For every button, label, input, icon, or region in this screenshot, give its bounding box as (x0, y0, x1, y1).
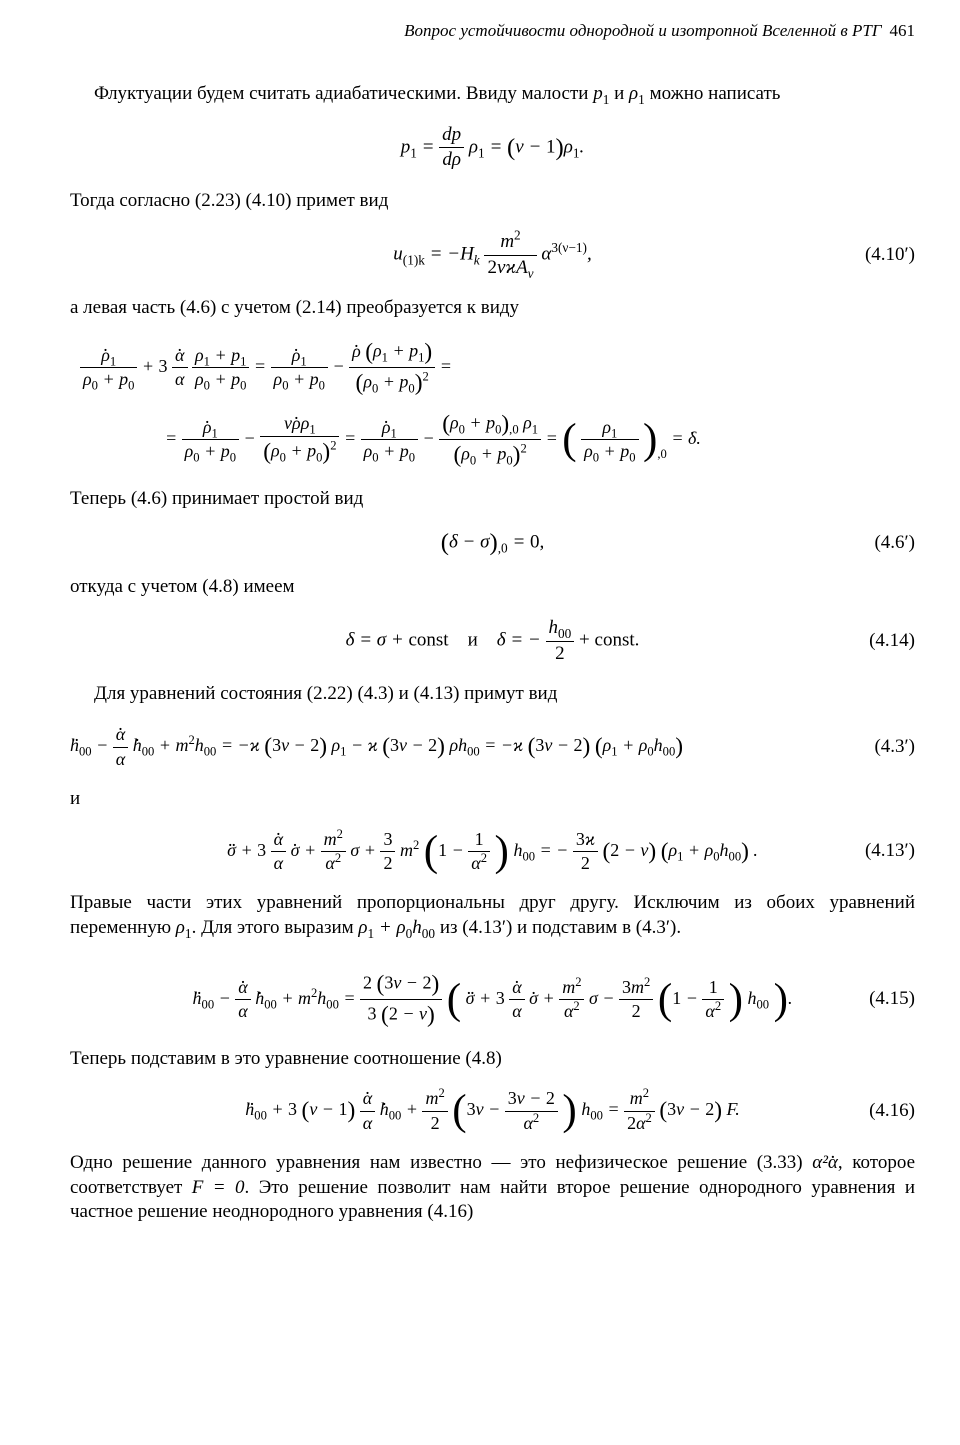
equation-derivation-block: ρ1ρ0 + p0 + 3 αα ρ1 + p1ρ0 + p0 = ρ1ρ0 +… (80, 337, 915, 399)
equation-4-15: h00 − αα h00 + m2h00 = 2 (3ν − 2)3 (2 − … (70, 969, 915, 1031)
equation-4-13-prime: σ + 3 αα σ + m2α2 σ + 32 m2 (1 − 1α2 ) h… (70, 828, 915, 876)
text: и (614, 83, 629, 104)
inline-math: ρ1 + ρ0h00 (358, 917, 435, 938)
paragraph-3: а левая часть (4.6) с учетом (2.14) прео… (70, 296, 915, 321)
header-title: Вопрос устойчивости однородной и изотроп… (404, 20, 881, 42)
text: . Для этого выразим (192, 917, 359, 938)
equation-p1-definition: p1 = dpdρ ρ1 = (ν − 1)ρ1. (70, 123, 915, 173)
paragraph-2: Тогда согласно (2.23) (4.10) примет вид (70, 189, 915, 214)
equation-4-3-prime: h00 − αα h00 + m2h00 = −ϰ (3ν − 2) ρ1 − … (70, 723, 915, 771)
equation-4-14: δ = σ + const и δ = − h002 + const. (4.1… (70, 616, 915, 666)
text: из (4.13′) и подставим в (4.3′). (435, 917, 681, 938)
equation-number: (4.6′) (874, 531, 915, 556)
paragraph-9: Теперь подставим в это уравнение соотнош… (70, 1047, 915, 1072)
paragraph-1: Флуктуации будем считать адиабатическими… (70, 82, 915, 107)
text: Флуктуации будем считать адиабатическими… (94, 83, 593, 104)
equation-4-6-prime: (δ − σ),0 = 0, (4.6′) (70, 527, 915, 559)
paragraph-4: Теперь (4.6) принимает простой вид (70, 487, 915, 512)
equation-4-10-prime: u(1)k = −Hk m22νϰAν α3(ν−1), (4.10′) (70, 230, 915, 280)
text: Одно решение данного уравнения нам извес… (70, 1152, 812, 1173)
running-header: Вопрос устойчивости однородной и изотроп… (70, 20, 915, 42)
paragraph-8: Правые части этих уравнений пропорционал… (70, 891, 915, 940)
inline-math: ρ1 (176, 917, 192, 938)
equation-number: (4.14) (869, 629, 915, 654)
inline-math-rho1: ρ1 (629, 83, 645, 104)
text: можно написать (650, 83, 781, 104)
inline-math-p1: p1 (593, 83, 609, 104)
inline-math: F = 0 (192, 1177, 245, 1198)
equation-number: (4.16) (869, 1099, 915, 1124)
equation-derivation-block-line2: = ρ1ρ0 + p0 − νρρ1(ρ0 + p0)2 = ρ1ρ0 + p0… (165, 409, 915, 471)
paragraph-7: и (70, 787, 915, 812)
paragraph-10: Одно решение данного уравнения нам извес… (70, 1151, 915, 1225)
paragraph-5: откуда с учетом (4.8) имеем (70, 575, 915, 600)
equation-4-16: h00 + 3 (ν − 1) αα h00 + m22 (3ν − 3ν − … (70, 1087, 915, 1135)
equation-number: (4.13′) (865, 839, 915, 864)
paragraph-6: Для уравнений состояния (2.22) (4.3) и (… (70, 682, 915, 707)
equation-number: (4.3′) (874, 735, 915, 760)
equation-number: (4.15) (869, 987, 915, 1012)
inline-math: α²α (812, 1152, 838, 1173)
page-number: 461 (890, 20, 916, 42)
equation-number: (4.10′) (865, 243, 915, 268)
